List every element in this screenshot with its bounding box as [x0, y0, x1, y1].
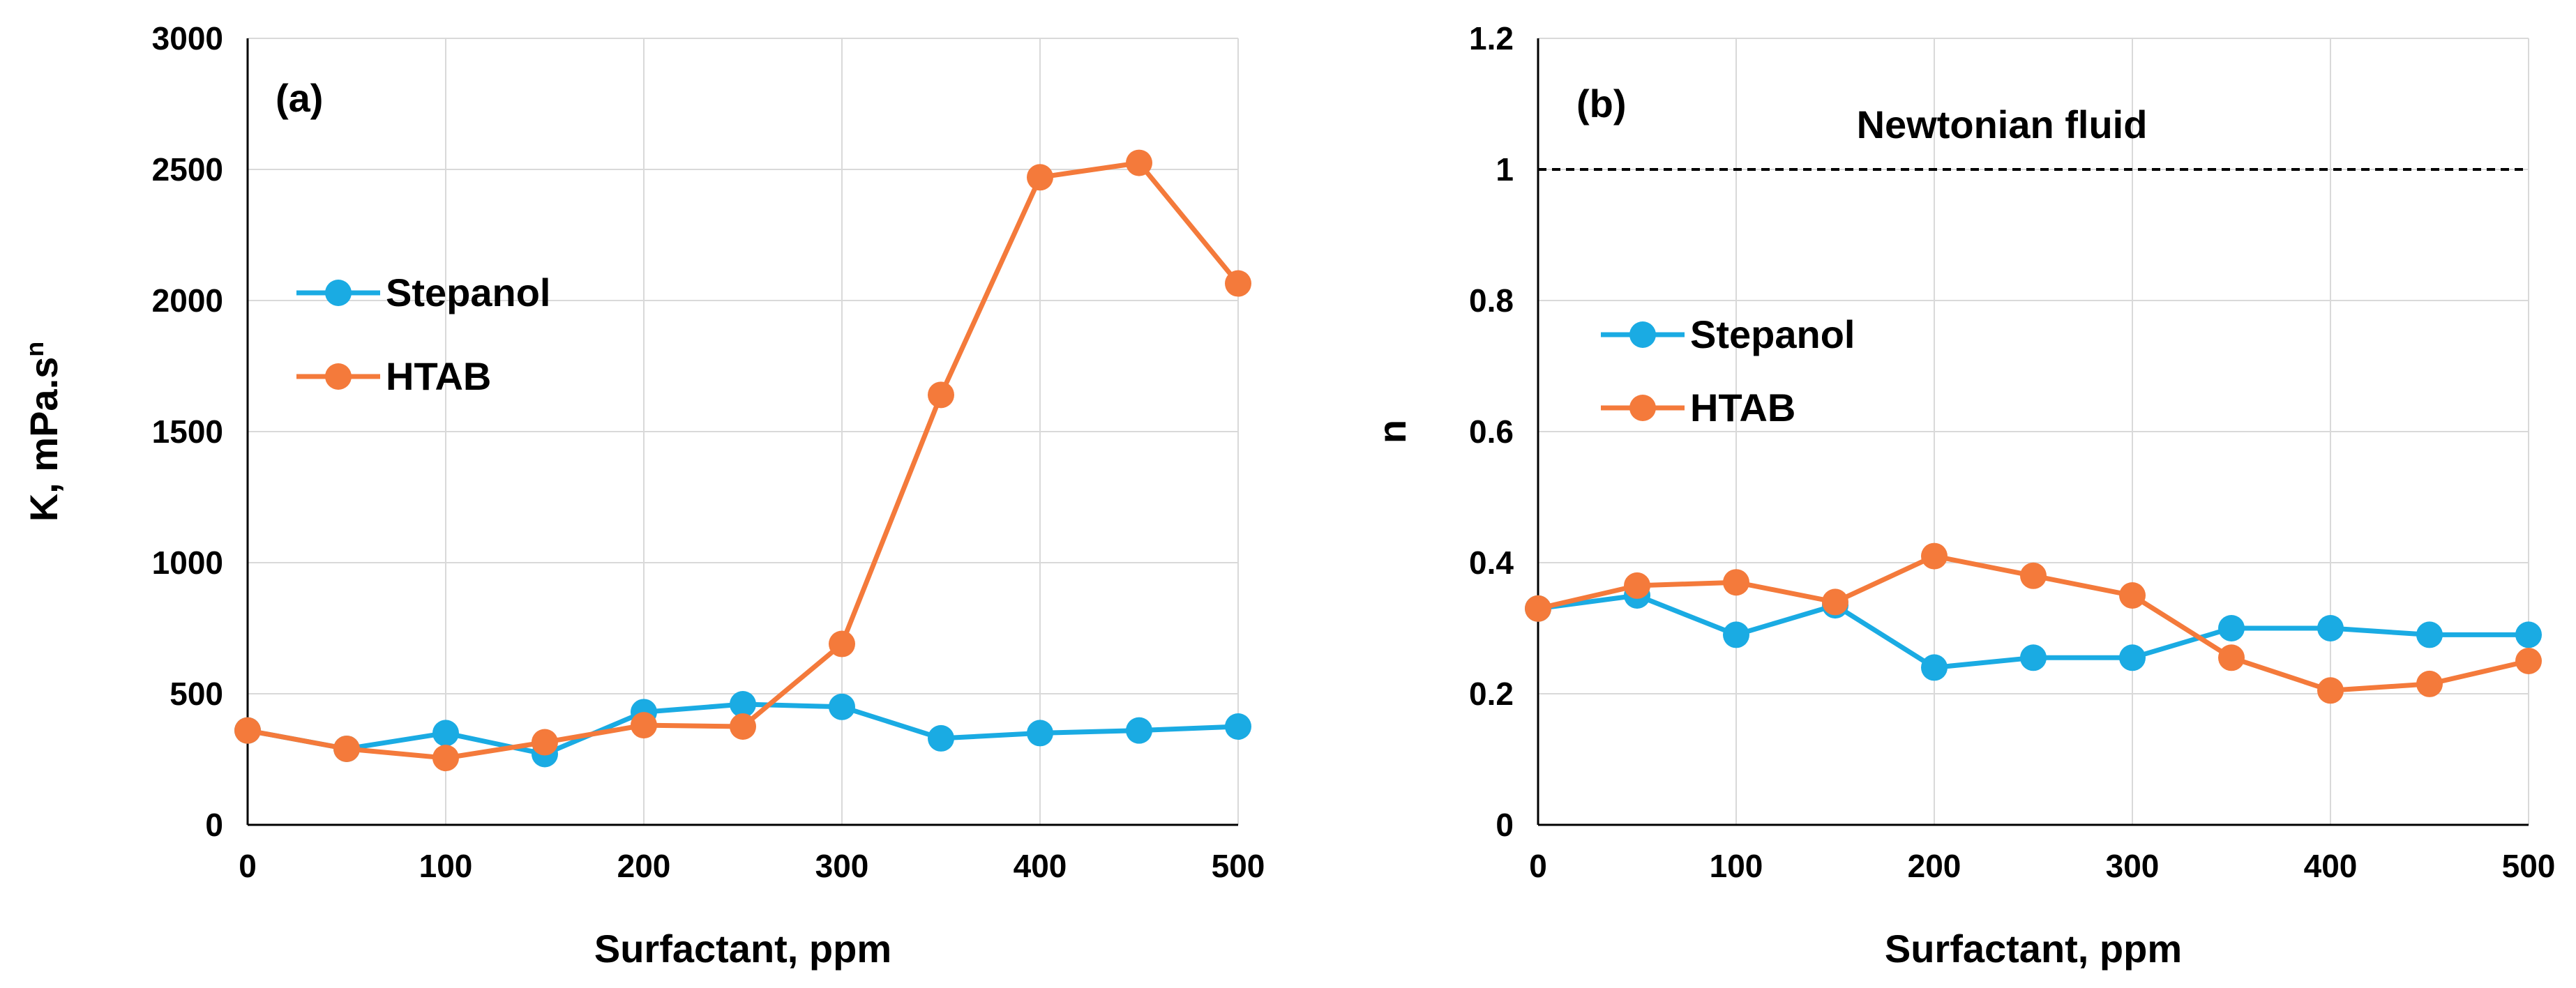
data-point-htab	[1921, 542, 1948, 570]
legend-label-stepanol: Stepanol	[1690, 312, 1855, 356]
data-point-stepanol	[928, 724, 954, 752]
panel-label: (b)	[1576, 82, 1627, 126]
x-tick-label: 300	[815, 848, 869, 884]
data-point-htab	[1225, 270, 1251, 297]
x-tick-label: 400	[2304, 848, 2358, 884]
data-point-htab	[532, 729, 558, 756]
y-tick-label: 500	[170, 676, 223, 712]
data-point-htab	[2218, 644, 2245, 671]
data-point-htab	[1027, 164, 1053, 191]
data-point-stepanol	[829, 693, 855, 720]
reference-line-label: Newtonian fluid	[1857, 102, 2148, 146]
legend-marker-stepanol	[325, 280, 352, 306]
y-tick-label: 0	[1496, 807, 1514, 843]
x-axis-title: Surfactant, ppm	[594, 927, 891, 971]
data-point-htab	[432, 745, 459, 772]
y-axis-title: K, mPa.sn	[20, 342, 66, 522]
x-tick-label: 0	[239, 848, 257, 884]
x-tick-label: 0	[1529, 848, 1547, 884]
y-tick-label: 1	[1496, 151, 1514, 188]
data-point-stepanol	[1027, 720, 1053, 747]
data-point-stepanol	[2416, 621, 2443, 648]
y-tick-label: 0	[205, 807, 223, 843]
series-line-htab	[247, 160, 1240, 761]
x-tick-label: 300	[2106, 848, 2160, 884]
legend-label-htab: HTAB	[1690, 386, 1795, 430]
data-point-stepanol	[2020, 644, 2047, 671]
y-tick-label: 1000	[152, 545, 223, 581]
chart-panel-a: 0 500 1000 1500 2000 2500 3000 0 100 200 300 400 500…	[20, 20, 1265, 971]
x-tick-label: 200	[617, 848, 671, 884]
y-tick-label: 1500	[152, 413, 223, 450]
data-point-stepanol	[1921, 654, 1948, 681]
data-point-stepanol	[2515, 621, 2542, 648]
y-axis-title: n	[1370, 420, 1414, 443]
legend-label-stepanol: Stepanol	[386, 271, 550, 314]
data-point-htab	[2515, 648, 2542, 674]
data-point-htab	[234, 717, 261, 744]
x-tick-label: 100	[1710, 848, 1763, 884]
y-tick-label: 0.6	[1469, 413, 1514, 450]
y-tick-label: 1.2	[1469, 20, 1514, 56]
data-point-htab	[2020, 562, 2047, 589]
y-tick-label: 0.4	[1469, 545, 1514, 581]
y-tick-label: 3000	[152, 20, 223, 56]
legend-marker-htab	[325, 363, 352, 390]
data-point-stepanol	[2218, 615, 2245, 641]
data-point-htab	[631, 712, 657, 739]
x-tick-label: 400	[1014, 848, 1067, 884]
y-tick-label: 0.2	[1469, 676, 1514, 712]
data-point-htab	[1723, 569, 1749, 596]
y-tick-label: 2500	[152, 151, 223, 188]
data-point-htab	[333, 735, 360, 762]
legend-marker-stepanol	[1629, 321, 1656, 348]
data-point-htab	[730, 713, 756, 740]
data-point-htab	[2119, 582, 2146, 609]
legend-marker-htab	[1629, 395, 1656, 421]
data-point-htab	[2317, 677, 2344, 704]
data-point-stepanol	[1225, 713, 1251, 740]
data-point-htab	[1822, 588, 1848, 616]
data-point-htab	[1624, 572, 1650, 599]
data-point-stepanol	[1126, 717, 1152, 744]
x-tick-label: 100	[419, 848, 473, 884]
data-point-stepanol	[432, 720, 459, 747]
data-point-stepanol	[1723, 621, 1749, 648]
data-point-htab	[1525, 595, 1551, 622]
legend-label-htab: HTAB	[386, 354, 491, 398]
x-tick-label: 500	[1212, 848, 1265, 884]
chart-panel-b: 0 0.2 0.4 0.6 0.8 1 1.2 0 100 200 300 400 500 Surfact…	[1370, 20, 2555, 971]
data-point-stepanol	[730, 691, 756, 718]
y-tick-label: 2000	[152, 282, 223, 319]
data-point-htab	[1126, 149, 1152, 176]
x-axis-title: Surfactant, ppm	[1885, 927, 2182, 971]
x-tick-label: 500	[2502, 848, 2556, 884]
data-point-stepanol	[2317, 615, 2344, 641]
data-point-htab	[2416, 670, 2443, 697]
panel-label: (a)	[276, 76, 323, 120]
y-tick-label: 0.8	[1469, 282, 1514, 319]
data-point-htab	[928, 381, 954, 409]
data-point-htab	[829, 630, 855, 658]
data-point-stepanol	[2119, 644, 2146, 671]
x-tick-label: 200	[1908, 848, 1961, 884]
